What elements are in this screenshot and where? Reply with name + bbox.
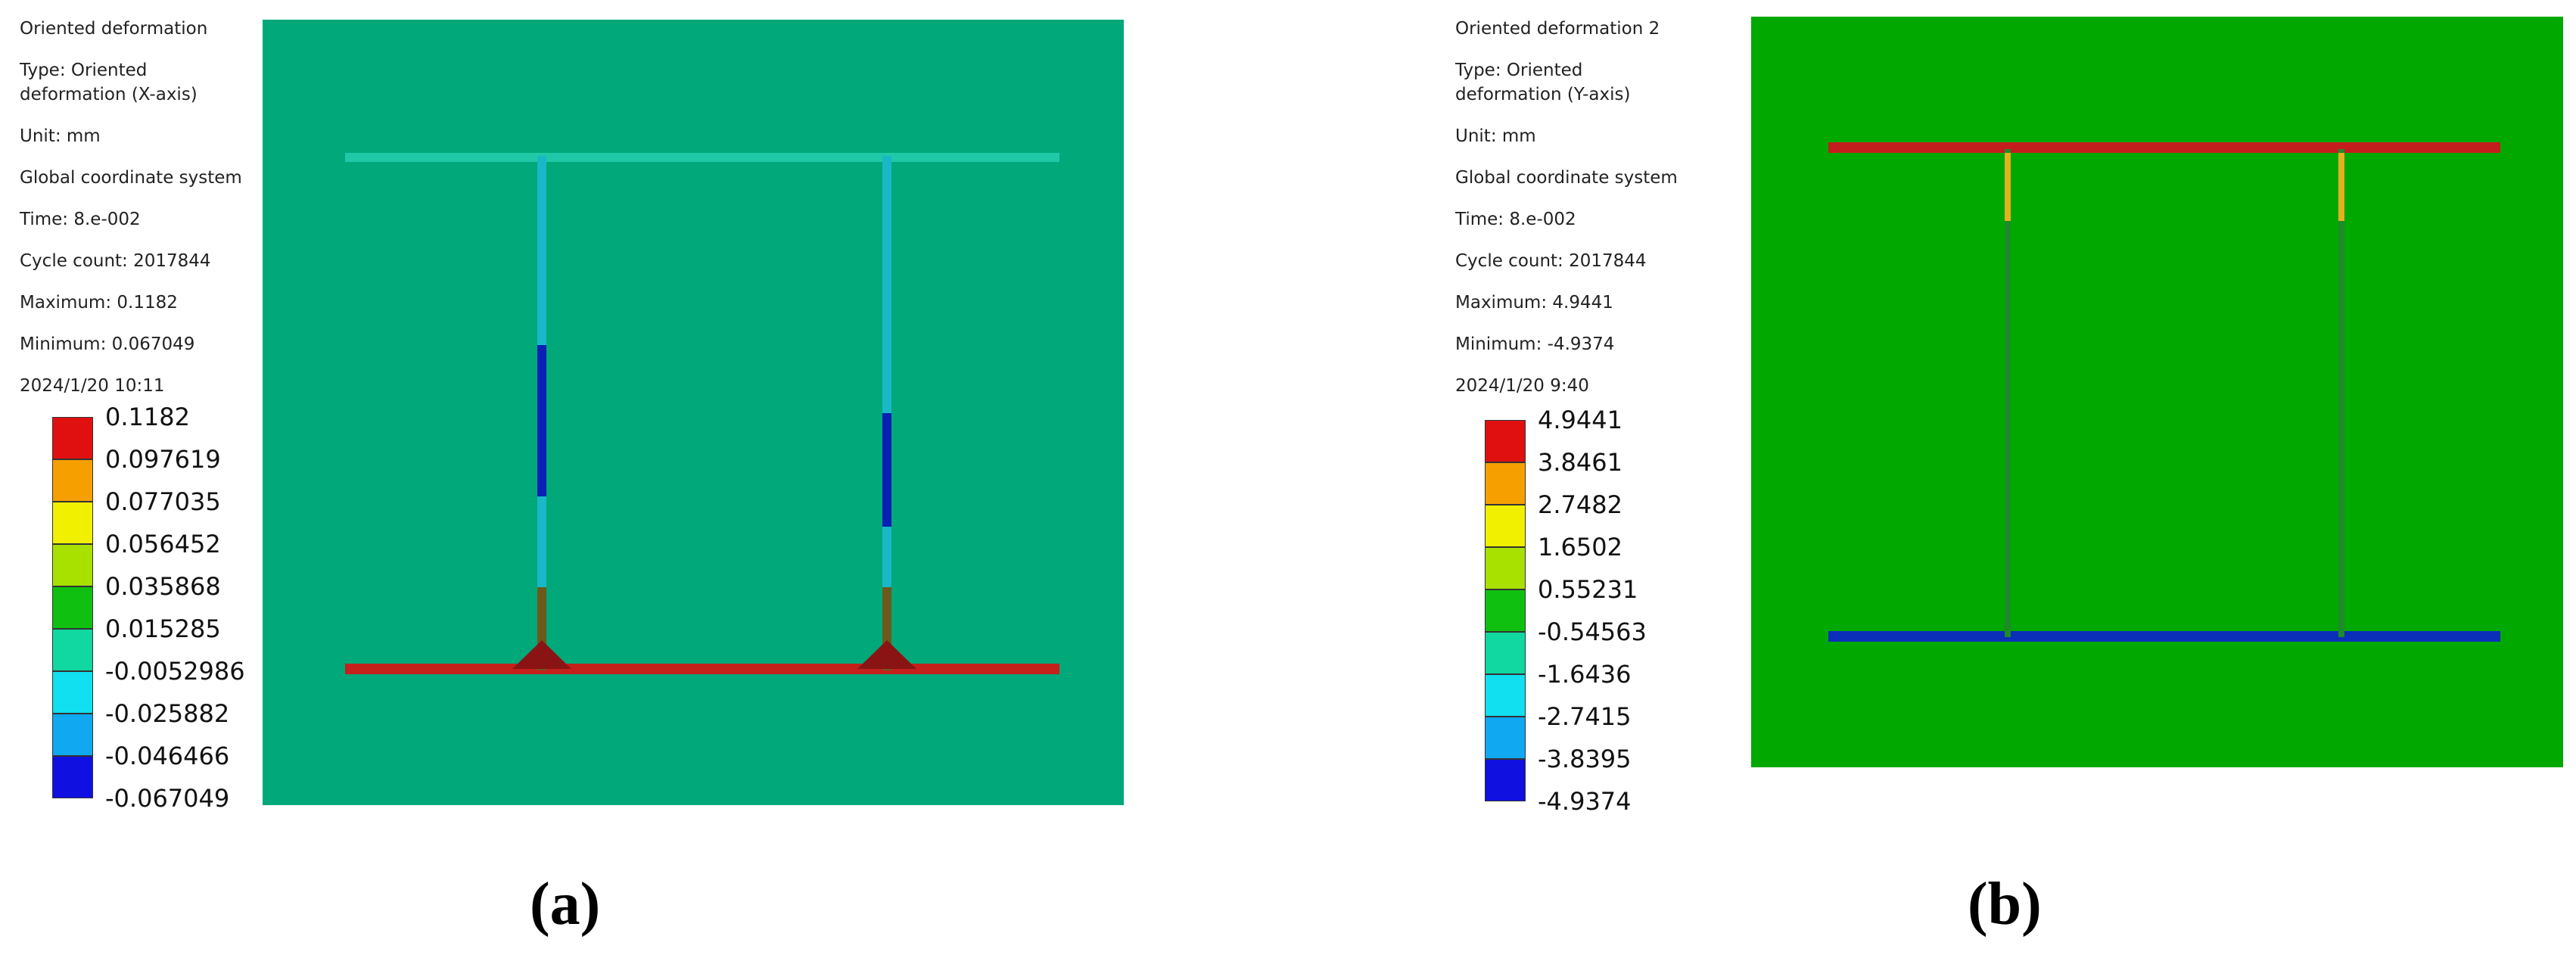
- legend-label: -0.0052986: [105, 657, 245, 686]
- legend-swatch: [52, 586, 93, 629]
- legend-label: 2.7482: [1538, 490, 1622, 519]
- legend-swatch: [1485, 632, 1526, 674]
- legend-label: 4.9441: [1538, 406, 1622, 434]
- info-line: Unit: mm: [20, 126, 101, 146]
- info-block: Oriented deformation 2 Type: Oriented def…: [1455, 17, 1682, 398]
- legend-swatch: [52, 756, 93, 798]
- legend-label: 0.035868: [105, 572, 221, 601]
- legend-label: 1.6502: [1538, 533, 1622, 561]
- legend-swatch: [52, 544, 93, 586]
- legend-label: -0.046466: [105, 742, 230, 770]
- info-line: Cycle count: 2017844: [20, 251, 211, 271]
- legend-label: -4.9374: [1538, 787, 1632, 816]
- info-line: Type: Oriented deformation (X-axis): [20, 61, 198, 104]
- legend-label: 0.077035: [105, 487, 221, 516]
- legend-label: 0.55231: [1538, 575, 1638, 604]
- info-line: Minimum: -4.9374: [1455, 334, 1615, 354]
- legend-label: 0.1182: [105, 403, 190, 431]
- info-line: Time: 8.e-002: [20, 210, 141, 229]
- legend-label: 3.8461: [1538, 448, 1622, 477]
- legend-swatch: [52, 459, 93, 502]
- info-line: Oriented deformation: [20, 19, 208, 39]
- info-line: Minimum: 0.067049: [20, 334, 195, 354]
- info-line: 2024/1/20 10:11: [20, 376, 165, 396]
- info-block: Oriented deformation Type: Oriented defor…: [20, 17, 247, 398]
- legend-swatch: [52, 671, 93, 714]
- legend-swatch: [52, 502, 93, 544]
- legend-swatch: [1485, 717, 1526, 759]
- legend-swatch: [1485, 759, 1526, 801]
- info-line: Oriented deformation 2: [1455, 19, 1660, 39]
- caption: (b): [1968, 871, 2042, 938]
- legend-label: 0.056452: [105, 530, 221, 558]
- legend-swatch: [1485, 547, 1526, 589]
- info-line: Global coordinate system: [20, 168, 242, 188]
- legend-label: -2.7415: [1538, 702, 1632, 731]
- legend-label: -0.025882: [105, 699, 230, 728]
- info-line: 2024/1/20 9:40: [1455, 376, 1589, 396]
- legend-swatch: [52, 714, 93, 756]
- info-line: Maximum: 4.9441: [1455, 293, 1613, 313]
- legend-swatch: [1485, 462, 1526, 505]
- info-line: Global coordinate system: [1455, 168, 1678, 188]
- legend-swatch: [1485, 420, 1526, 462]
- render-a: [263, 20, 1124, 805]
- legend-label: -0.067049: [105, 784, 230, 813]
- info-line: Maximum: 0.1182: [20, 293, 178, 313]
- info-line: Unit: mm: [1455, 126, 1536, 146]
- info-line: Type: Oriented deformation (Y-axis): [1455, 61, 1631, 104]
- render-b: [1751, 17, 2563, 767]
- legend-swatch: [52, 417, 93, 459]
- caption: (a): [530, 871, 601, 938]
- legend-swatch: [1485, 505, 1526, 547]
- legend-swatch: [1485, 674, 1526, 717]
- legend-label: -1.6436: [1538, 660, 1632, 689]
- legend-label: -3.8395: [1538, 745, 1632, 773]
- legend-label: -0.54563: [1538, 617, 1647, 646]
- info-line: Time: 8.e-002: [1455, 210, 1576, 229]
- legend-label: 0.097619: [105, 445, 221, 474]
- legend-swatch: [1485, 589, 1526, 632]
- legend-label: 0.015285: [105, 614, 221, 643]
- info-line: Cycle count: 2017844: [1455, 251, 1647, 271]
- legend-swatch: [52, 629, 93, 671]
